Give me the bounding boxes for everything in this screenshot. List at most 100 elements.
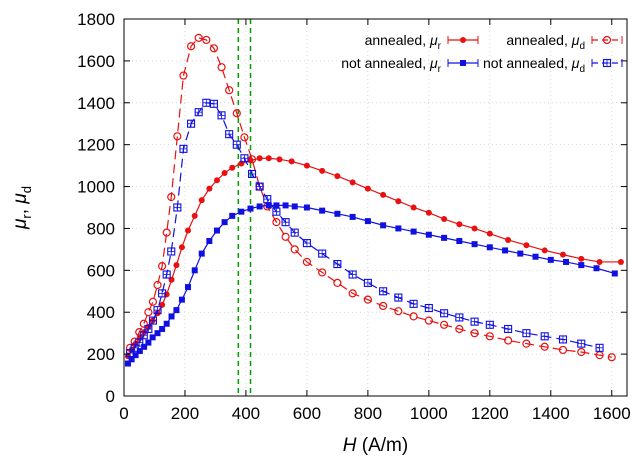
data-point [281,218,290,227]
data-point [379,301,388,311]
legend-label: not annealed, μr [341,55,441,75]
data-point [424,316,433,325]
data-point [178,244,185,251]
data-point [318,268,327,277]
data-point [593,265,600,272]
data-point [202,35,211,45]
data-point [265,155,272,162]
data-point [540,332,549,341]
data-point [194,108,203,117]
data-point [349,213,356,220]
data-point [247,155,257,164]
data-point [363,295,372,304]
series-1 [125,33,616,362]
data-point [303,204,310,211]
data-point [158,289,167,298]
data-point [225,130,234,139]
legend-marker [460,37,466,43]
data-point [149,334,156,341]
data-point [167,247,176,256]
data-point [263,195,272,204]
data-point [439,320,449,329]
data-point [148,316,158,325]
y-tick-label: 0 [106,387,115,406]
data-point [179,71,188,80]
y-tick-label: 800 [87,219,115,238]
data-point [272,218,281,227]
data-point [456,221,463,228]
data-point [185,227,192,234]
y-tick-label: 400 [87,303,115,322]
data-point [441,216,448,223]
legend-entry-0: annealed, μr [365,32,479,52]
data-point [522,339,531,348]
plot-frame [123,18,628,397]
data-point [611,270,618,277]
data-point [178,296,185,303]
data-point [333,259,342,269]
data-point [144,308,153,317]
data-point [424,303,433,313]
data-point [349,179,356,186]
data-point [135,338,144,347]
data-point [558,345,568,355]
data-point [532,253,539,260]
data-point [130,343,139,352]
data-point [505,236,512,243]
data-point [348,270,357,279]
data-point [617,258,624,265]
data-point [364,218,371,225]
data-point [221,219,228,226]
data-point [595,343,604,352]
y-tick-label: 1600 [77,52,115,71]
data-point [173,132,182,141]
x-tick-label: 600 [293,404,321,423]
data-point [159,325,166,332]
data-point [291,203,298,210]
data-point [319,167,326,174]
data-point [456,238,463,245]
y-tick-label: 1400 [77,94,115,113]
x-tick-label: 800 [354,404,382,423]
y-axis-label: μr, μd [10,186,34,230]
data-point [126,349,135,358]
data-point [578,262,585,269]
data-point [394,293,403,302]
data-point [158,262,167,271]
data-point [290,228,299,237]
series-line [129,37,612,358]
data-point [394,307,403,316]
data-point [128,356,135,363]
data-point [255,182,264,191]
data-point [221,169,228,176]
data-point [185,284,192,291]
data-point [191,212,198,219]
data-point [523,242,530,249]
data-point [276,156,283,163]
data-point [380,191,387,198]
data-point [504,336,513,345]
data-point [541,247,548,254]
data-point [162,270,171,279]
data-point [502,247,509,254]
x-tick-label: 1200 [471,404,509,423]
y-tick-label: 1200 [77,136,115,155]
data-point [363,278,372,287]
data-point [187,119,196,128]
data-point [139,319,148,328]
data-point [247,205,254,212]
x-tick-label: 1400 [532,404,570,423]
data-point [395,225,402,232]
y-tick-label: 1800 [77,10,115,29]
data-point [163,320,170,327]
data-point [380,222,387,229]
data-point [559,251,566,258]
data-point [209,99,218,108]
data-point [229,212,236,219]
data-point [153,280,162,290]
series-line [129,102,600,354]
data-point [173,262,180,269]
data-point [132,352,139,359]
data-point [486,230,493,237]
data-point [232,140,241,149]
